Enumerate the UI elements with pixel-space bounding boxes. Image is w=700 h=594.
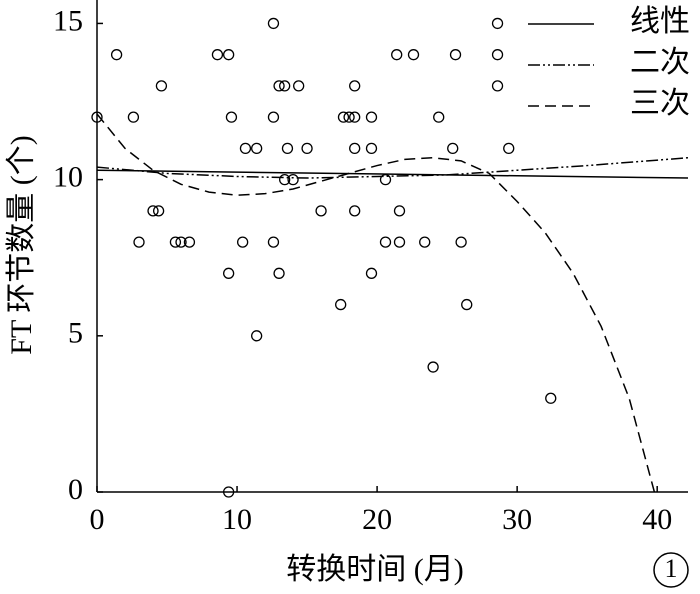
legend-label: 三次 [630, 87, 690, 120]
point [267, 236, 280, 248]
point [222, 49, 235, 61]
point [293, 80, 305, 92]
point [279, 80, 291, 92]
point [407, 49, 420, 61]
point [152, 205, 165, 217]
point [133, 236, 145, 248]
point [239, 142, 252, 155]
point [447, 142, 459, 155]
point [503, 142, 515, 155]
point [365, 111, 378, 123]
point [287, 173, 299, 186]
point [222, 267, 235, 279]
point [225, 111, 238, 123]
point [267, 17, 280, 30]
y-tick-label: 5 [68, 317, 83, 350]
fit-line [96, 113, 656, 493]
point [419, 236, 431, 248]
fit-line [96, 157, 689, 179]
x-tick-label: 10 [222, 503, 252, 536]
point [393, 236, 406, 248]
x-tick-label: 0 [90, 503, 105, 536]
point [251, 142, 263, 155]
point [393, 205, 406, 217]
x-tick-label: 40 [642, 503, 672, 536]
point [279, 173, 291, 186]
point [155, 80, 168, 92]
point [91, 111, 103, 123]
point [110, 49, 123, 61]
point [349, 142, 361, 155]
point [461, 298, 473, 311]
point [343, 111, 355, 123]
point [427, 361, 439, 373]
point [365, 267, 378, 279]
point [222, 486, 235, 498]
point [301, 142, 313, 155]
point [251, 330, 263, 342]
point [236, 236, 249, 248]
point [281, 142, 294, 155]
y-tick-label: 0 [68, 473, 83, 506]
point [211, 49, 224, 61]
point [183, 236, 196, 248]
point [491, 80, 504, 92]
point [365, 142, 378, 155]
point [127, 111, 140, 123]
y-tick-label: 10 [53, 161, 83, 194]
x-tick-label: 30 [502, 503, 532, 536]
point [433, 111, 445, 123]
legend-label: 二次 [630, 46, 690, 79]
x-axis-label: 转换时间 (月) [286, 553, 463, 586]
y-axis-label: FT 环节数量 (个) [5, 135, 38, 354]
point [379, 236, 392, 248]
point [273, 267, 285, 279]
point [147, 205, 159, 217]
point [335, 298, 347, 311]
x-tick-label: 20 [362, 503, 392, 536]
point [349, 80, 361, 92]
point [545, 392, 557, 404]
point [315, 205, 327, 217]
point [169, 236, 182, 248]
fit-line [96, 169, 689, 179]
point [455, 236, 467, 248]
y-tick-label: 15 [53, 4, 83, 37]
point [175, 236, 187, 248]
legend-label: 线性 [630, 5, 690, 38]
point [491, 49, 504, 61]
point [267, 111, 280, 123]
point [273, 80, 285, 92]
point [349, 205, 361, 217]
annotation: 1 [665, 554, 678, 583]
point [449, 49, 462, 61]
point [349, 111, 361, 123]
point [491, 17, 504, 30]
point [391, 49, 403, 61]
annotation-circle [653, 552, 689, 588]
point [337, 111, 350, 123]
